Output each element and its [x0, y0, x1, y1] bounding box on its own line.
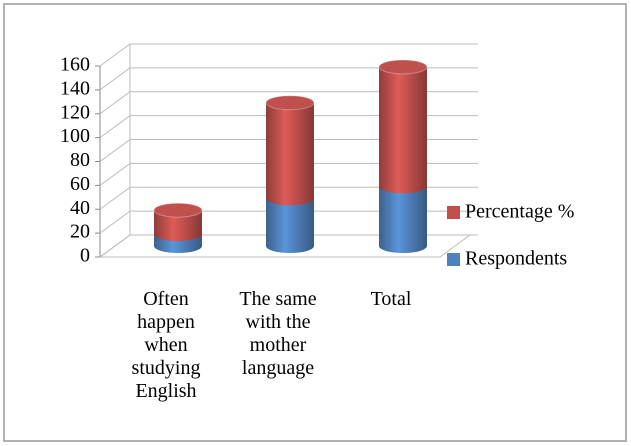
cylinder-body	[266, 198, 314, 253]
y-tick-label: 0	[80, 245, 90, 267]
grid-line	[99, 234, 478, 258]
grid-line	[99, 162, 478, 186]
cylinder-body	[154, 210, 202, 242]
cylinder-body	[379, 186, 427, 253]
y-tick-label: 20	[70, 221, 90, 243]
cylinder-segment	[265, 95, 315, 206]
grid-line	[99, 115, 478, 139]
cylinder-top	[153, 202, 203, 218]
x-tick-label: Total	[370, 288, 412, 310]
cylinder-segment	[379, 186, 427, 253]
y-tick-label: 160	[60, 54, 90, 76]
y-tick-label: 40	[70, 197, 90, 219]
chart-border	[3, 3, 627, 442]
grid-line	[99, 186, 478, 210]
cylinder-segment	[153, 202, 203, 242]
grid-line	[99, 210, 478, 234]
x-tick-label: The same with the mother language	[239, 288, 317, 379]
y-tick-label: 100	[60, 125, 90, 147]
grid-line	[99, 91, 478, 115]
legend-label: Respondents	[465, 248, 567, 270]
cylinder-body	[266, 102, 314, 206]
cylinder-segment	[378, 59, 428, 194]
grid-line	[99, 139, 478, 162]
legend-label: Percentage %	[465, 201, 574, 223]
y-tick-label: 60	[70, 173, 90, 195]
cylinder-top	[265, 95, 315, 111]
y-tick-label: 80	[70, 149, 90, 171]
cylinder-body	[379, 66, 428, 194]
legend-swatch	[447, 206, 460, 219]
grid-line	[99, 43, 478, 67]
y-tick-label: 120	[60, 101, 90, 123]
legend-swatch	[447, 253, 460, 266]
grid-line	[99, 67, 478, 91]
cylinder-top	[378, 59, 428, 75]
y-tick-label: 140	[60, 77, 90, 99]
cylinder-segment	[266, 198, 314, 253]
x-tick-label: Often happen when studying English	[131, 288, 201, 402]
